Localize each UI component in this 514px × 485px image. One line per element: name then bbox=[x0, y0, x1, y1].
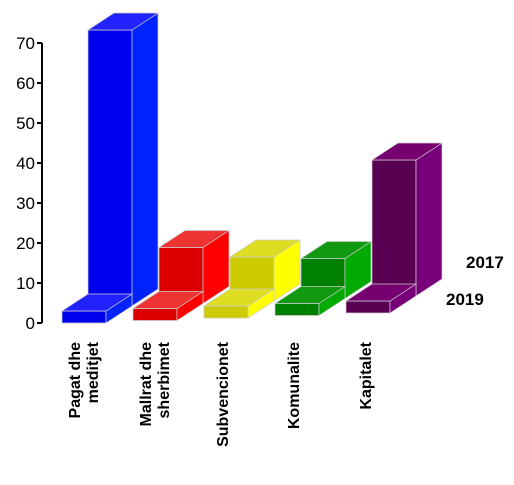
bar-2019-0-front bbox=[61, 310, 107, 324]
y-tick-label: 70 bbox=[16, 34, 35, 53]
bar-2017-2-top bbox=[228, 239, 302, 258]
bar-2017-4 bbox=[370, 142, 444, 297]
category-label: Komunalite bbox=[286, 342, 303, 429]
bar-2017-0 bbox=[86, 12, 160, 307]
bar-2019-3-front bbox=[274, 303, 320, 316]
category-label-line: Subvencionet bbox=[215, 341, 232, 447]
bar-2017-1-top bbox=[157, 230, 231, 248]
bar-2019-3-top bbox=[273, 286, 347, 304]
bar-2019-2 bbox=[202, 288, 276, 319]
category-label-line: Pagat dhe bbox=[67, 342, 84, 419]
bar-2019-4 bbox=[344, 283, 418, 314]
category-label: Mallrat dhesherbimet bbox=[138, 341, 173, 426]
series-label-2019: 2019 bbox=[446, 290, 484, 309]
bar-2017-1 bbox=[157, 229, 231, 305]
bar-2017-3-top bbox=[299, 241, 373, 259]
category-labels: Pagat dhemeditjet Mallrat dhesherbimet Sub… bbox=[67, 341, 375, 447]
bar-2017-0-side bbox=[131, 12, 159, 307]
bar-2017-4-side bbox=[415, 142, 443, 297]
bar-2019-4-top bbox=[344, 283, 418, 302]
category-label: Subvencionet bbox=[215, 341, 232, 447]
category-label-line: Kapitalet bbox=[358, 341, 375, 409]
series-label-2017: 2017 bbox=[466, 253, 504, 272]
bar-2019-1-front bbox=[132, 308, 178, 321]
y-tick-label: 10 bbox=[16, 274, 35, 293]
category-label: Pagat dhemeditjet bbox=[67, 341, 102, 418]
series-labels: 2017 2019 bbox=[446, 253, 504, 309]
y-tick-label: 40 bbox=[16, 154, 35, 173]
bars bbox=[60, 12, 444, 324]
bar-2017-0-front bbox=[87, 29, 133, 307]
bar-2017-4-top bbox=[370, 142, 444, 161]
y-tick-label: 60 bbox=[16, 74, 35, 93]
bar-2019-3 bbox=[273, 285, 347, 317]
bar-2019-0-top bbox=[60, 293, 134, 312]
bar-2019-4-front bbox=[345, 300, 391, 314]
bar-2017-4-front bbox=[371, 159, 417, 297]
bar-2017-0-top bbox=[86, 12, 160, 31]
category-label-line: meditjet bbox=[85, 341, 102, 403]
category-label: Kapitalet bbox=[358, 341, 375, 409]
bar-2019-2-top bbox=[202, 288, 276, 307]
bar-2019-2-front bbox=[203, 305, 249, 319]
bar-2019-1-top bbox=[131, 291, 205, 309]
y-axis: 0 10 20 30 40 50 60 70 bbox=[16, 34, 43, 333]
y-tick-label: 50 bbox=[16, 114, 35, 133]
bar-2019-0 bbox=[60, 293, 134, 324]
bar-2019-1 bbox=[131, 290, 205, 322]
category-label-line: Komunalite bbox=[286, 342, 303, 429]
category-label-line: sherbimet bbox=[156, 341, 173, 418]
y-tick-label: 20 bbox=[16, 234, 35, 253]
category-label-line: Mallrat dhe bbox=[138, 342, 155, 427]
y-tick-label: 30 bbox=[16, 194, 35, 213]
y-tick-label: 0 bbox=[26, 314, 35, 333]
